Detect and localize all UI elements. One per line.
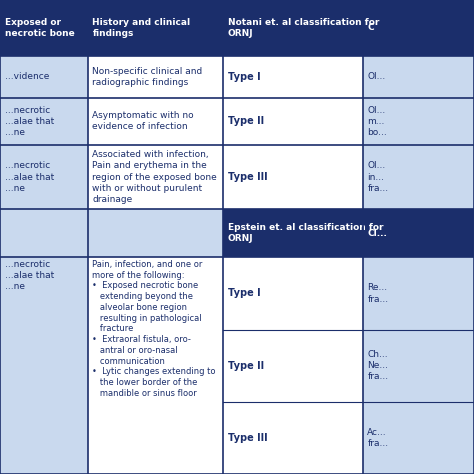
Bar (88, 0, 223, 56)
Bar (363, 98, 474, 145)
Bar (363, 329, 474, 402)
Bar (88, 257, 223, 474)
Bar (223, 329, 363, 402)
Text: Associated with infection,
Pain and erythema in the
region of the exposed bone
w: Associated with infection, Pain and eryt… (92, 150, 217, 204)
Bar (223, 209, 363, 257)
Text: C: C (367, 24, 374, 32)
Bar (363, 257, 474, 329)
Text: Ac...
fra...: Ac... fra... (367, 428, 389, 448)
Text: ...necrotic
...alae that
...ne: ...necrotic ...alae that ...ne (5, 260, 54, 291)
Bar (363, 145, 474, 209)
Bar (0, 98, 88, 145)
Bar (88, 209, 223, 257)
Bar (223, 56, 363, 98)
Text: Exposed or
necrotic bone: Exposed or necrotic bone (5, 18, 74, 38)
Text: Type II: Type II (228, 361, 264, 371)
Text: OI...
in...
fra...: OI... in... fra... (367, 162, 389, 192)
Bar (0, 145, 88, 209)
Text: Asymptomatic with no
evidence of infection: Asymptomatic with no evidence of infecti… (92, 111, 194, 131)
Text: History and clinical
findings: History and clinical findings (92, 18, 191, 38)
Bar (223, 402, 363, 474)
Bar (363, 0, 474, 56)
Text: Type I: Type I (228, 72, 260, 82)
Bar (223, 98, 363, 145)
Text: ...necrotic
...alae that
...ne: ...necrotic ...alae that ...ne (5, 106, 54, 137)
Bar (0, 209, 88, 257)
Bar (88, 145, 223, 209)
Text: OI...
m...
bo...: OI... m... bo... (367, 106, 387, 137)
Bar (88, 56, 223, 98)
Text: ...necrotic
...alae that
...ne: ...necrotic ...alae that ...ne (5, 162, 54, 192)
Text: Type II: Type II (228, 116, 264, 127)
Text: Type III: Type III (228, 172, 267, 182)
Bar (223, 0, 363, 56)
Bar (363, 56, 474, 98)
Text: Re...
fra...: Re... fra... (367, 283, 389, 303)
Text: Type I: Type I (228, 289, 260, 299)
Text: Epstein et. al classification for
ORNJ: Epstein et. al classification for ORNJ (228, 223, 383, 243)
Text: Non-specific clinical and
radiographic findings: Non-specific clinical and radiographic f… (92, 67, 203, 87)
Bar (223, 145, 363, 209)
Bar (88, 98, 223, 145)
Bar (363, 209, 474, 257)
Bar (363, 402, 474, 474)
Bar (0, 56, 88, 98)
Bar (223, 257, 363, 329)
Bar (0, 0, 88, 56)
Text: Type III: Type III (228, 433, 267, 443)
Text: Notani et. al classification for
ORNJ: Notani et. al classification for ORNJ (228, 18, 379, 38)
Bar (0, 257, 88, 474)
Text: Ch...
Ne...
fra...: Ch... Ne... fra... (367, 350, 389, 381)
Text: OI...: OI... (367, 73, 386, 81)
Text: Pain, infection, and one or
more of the following:
•  Exposed necrotic bone
   e: Pain, infection, and one or more of the … (92, 260, 216, 398)
Text: ...vidence: ...vidence (5, 73, 49, 81)
Text: Cl...: Cl... (367, 229, 387, 237)
